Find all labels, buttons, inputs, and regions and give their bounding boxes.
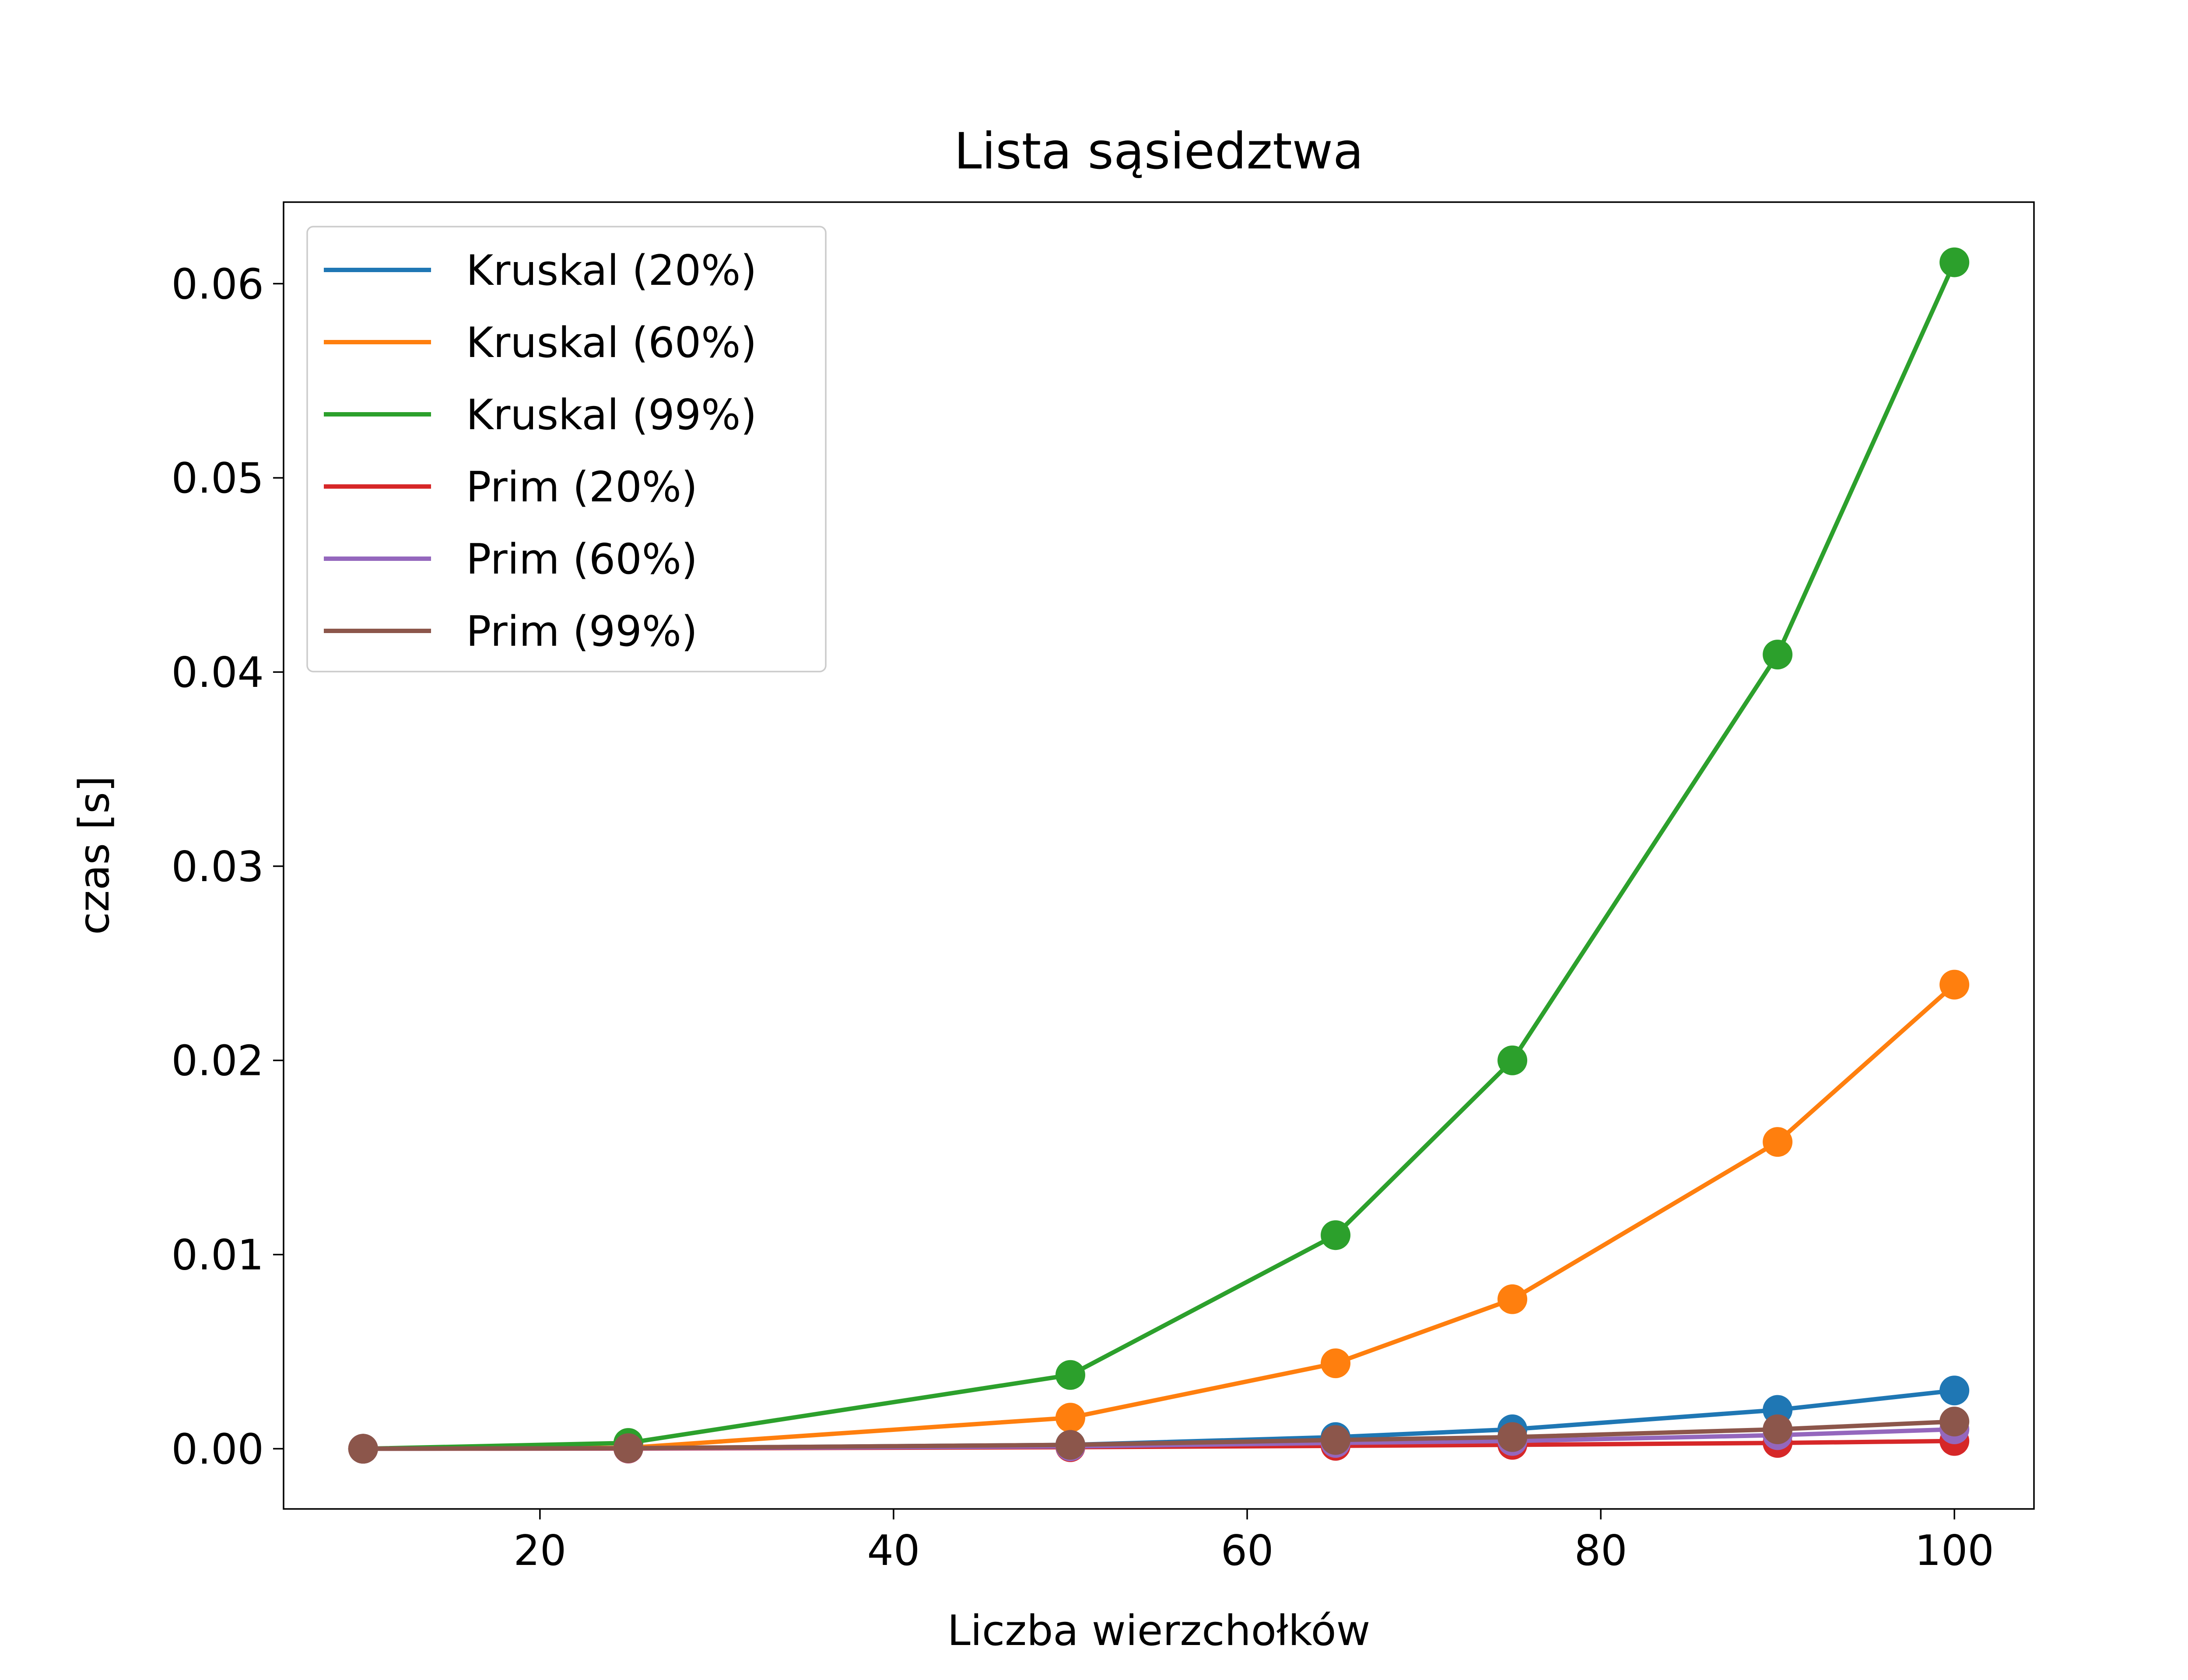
data-point [613,1433,643,1463]
data-point [1055,1430,1085,1460]
data-point [348,1434,378,1464]
data-point [1497,1284,1528,1314]
legend-label-2: Kruskal (99%) [466,391,757,439]
data-point [1055,1360,1085,1390]
y-tick-label: 0.03 [171,843,264,891]
plot-markers [348,247,1970,1464]
legend: Kruskal (20%) Kruskal (60%) Kruskal (99%) P… [306,226,827,672]
x-tick-label: 40 [867,1527,920,1575]
data-point [1321,1220,1351,1250]
y-tick-label: 0.01 [171,1232,264,1280]
y-tick-label: 0.00 [171,1425,264,1474]
data-point [1497,1422,1528,1452]
data-point [1763,1414,1793,1445]
y-tick-label: 0.05 [171,455,264,503]
data-point [1763,1127,1793,1157]
legend-label-4: Prim (60%) [466,536,698,584]
legend-label-1: Kruskal (60%) [466,319,757,367]
plot-frame [283,201,2035,1510]
x-tick-label: 60 [1221,1527,1274,1575]
chart-title: Lista sąsiedztwa [954,122,1364,180]
x-axis-label: Liczba wierzchołków [947,1607,1371,1655]
data-point [1939,1407,1970,1437]
y-axis-label: czas [s] [70,776,119,935]
data-point [1939,1376,1970,1406]
data-point [1763,640,1793,670]
x-tick-label: 80 [1574,1527,1627,1575]
data-point [1321,1348,1351,1379]
y-tick-label: 0.06 [171,260,264,308]
data-point [1939,247,1970,277]
data-point [1497,1045,1528,1075]
y-tick-label: 0.04 [171,649,264,697]
data-point [1939,970,1970,1000]
legend-label-3: Prim (20%) [466,463,698,511]
y-tick-label: 0.02 [171,1037,264,1085]
x-tick-label: 100 [1915,1527,1994,1575]
y-axis-ticks: 0.00 0.01 0.02 0.03 0.04 0.05 0.06 [171,260,284,1474]
legend-label-5: Prim (99%) [466,608,698,656]
data-point [1321,1425,1351,1455]
legend-box [306,226,827,672]
data-point [1055,1403,1085,1433]
x-tick-label: 20 [513,1527,566,1575]
legend-label-0: Kruskal (20%) [466,247,757,295]
x-axis-ticks: 20 40 60 80 100 [513,1509,1994,1575]
